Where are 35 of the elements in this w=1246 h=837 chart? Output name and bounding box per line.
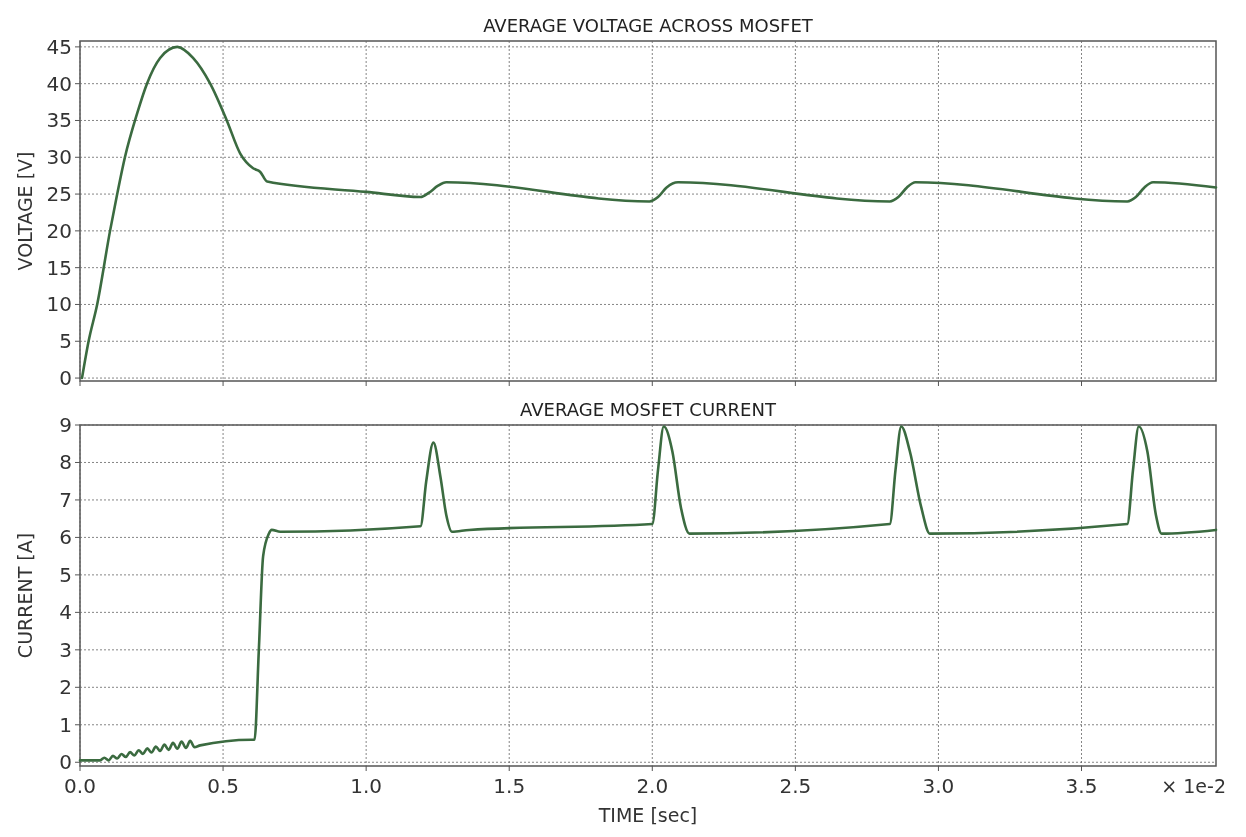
text: × 1e-2 bbox=[1161, 775, 1226, 797]
x-tick-label: 2.0 bbox=[636, 774, 669, 798]
y-tick-label: 1 bbox=[59, 712, 72, 737]
y-tick-label: 25 bbox=[46, 182, 72, 207]
x-tick-label: 3.5 bbox=[1065, 774, 1098, 798]
x-tick-label: 0.5 bbox=[207, 774, 239, 798]
y-tick-label: 10 bbox=[46, 292, 72, 317]
y-tick-label: 8 bbox=[59, 450, 72, 475]
y-tick-label: 20 bbox=[46, 218, 72, 243]
y-axis-title: VOLTAGE [V] bbox=[14, 151, 36, 271]
x-tick-label: 3.0 bbox=[922, 774, 955, 798]
y-tick-label: 30 bbox=[46, 145, 72, 170]
y-tick-label: 3 bbox=[59, 637, 72, 662]
chart-title: AVERAGE VOLTAGE ACROSS MOSFET bbox=[483, 15, 814, 36]
y-axis-title: CURRENT [A] bbox=[14, 532, 36, 659]
x-tick-label: 2.5 bbox=[779, 774, 812, 798]
x-tick-label: 1.0 bbox=[350, 774, 383, 798]
y-tick-label: 5 bbox=[59, 562, 72, 587]
x-tick-label: 0.0 bbox=[64, 774, 96, 798]
y-tick-label: 15 bbox=[46, 255, 72, 280]
y-tick-label: 5 bbox=[59, 329, 72, 354]
y-tick-label: 40 bbox=[46, 71, 72, 96]
y-tick-label: 2 bbox=[59, 675, 72, 700]
y-tick-label: 0 bbox=[59, 366, 72, 391]
line-series bbox=[80, 45, 1218, 380]
y-tick-label: 45 bbox=[46, 34, 72, 59]
y-tick-label: 35 bbox=[46, 108, 72, 133]
y-tick-label: 0 bbox=[59, 750, 72, 775]
chart-title: AVERAGE MOSFET CURRENT bbox=[520, 399, 777, 420]
y-tick-label: 9 bbox=[59, 413, 72, 437]
y-tick-label: 4 bbox=[59, 600, 72, 625]
y-tick-label: 7 bbox=[59, 487, 72, 512]
x-axis-title: TIME [sec] bbox=[597, 804, 698, 826]
x-tick-label: 1.5 bbox=[493, 774, 526, 798]
y-tick-label: 6 bbox=[59, 525, 72, 550]
